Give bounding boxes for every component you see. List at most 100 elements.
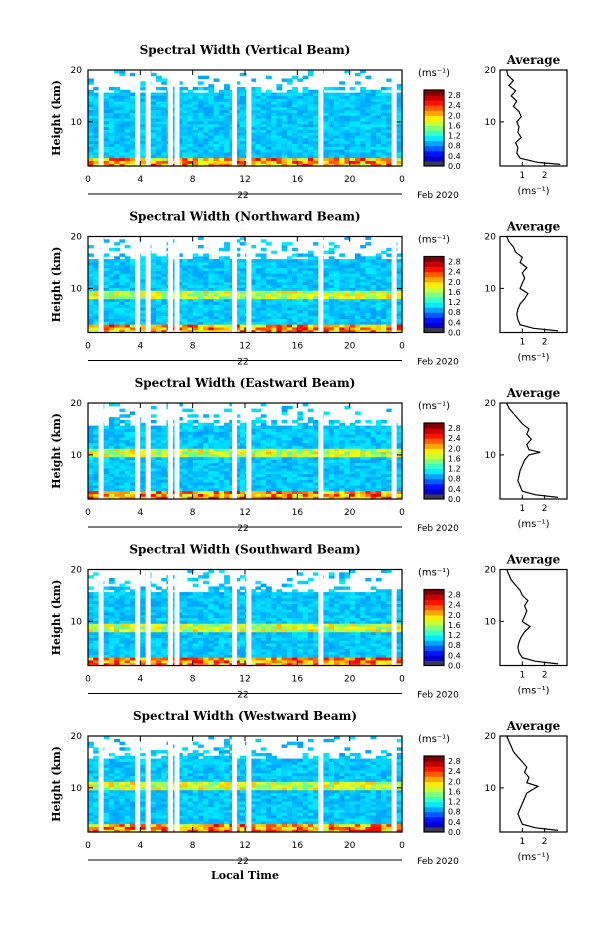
heatmap-cell	[313, 123, 319, 128]
panel: Spectral Width (Eastward Beam)1020Height…	[50, 376, 568, 534]
heatmap-cell	[396, 109, 403, 113]
heatmap-cell	[260, 259, 267, 263]
heatmap-cell	[93, 326, 100, 331]
heatmap-cell	[276, 129, 283, 133]
heatmap-cell	[187, 434, 194, 438]
heatmap-cell	[271, 115, 277, 119]
heatmap-cell	[129, 431, 136, 435]
heatmap-cell	[250, 146, 257, 150]
heatmap-cell	[386, 290, 393, 294]
heatmap-cell	[255, 101, 262, 105]
heatmap-cell	[150, 312, 157, 317]
heatmap-cell	[250, 132, 257, 136]
heatmap-cell	[375, 149, 382, 153]
heatmap-cell	[349, 298, 356, 303]
heatmap-cell	[281, 315, 288, 319]
heatmap-cell	[124, 157, 131, 161]
heatmap-cell	[292, 439, 298, 444]
heatmap-cell	[344, 115, 351, 119]
heatmap-cell	[239, 484, 246, 489]
heatmap-cell	[375, 151, 382, 156]
heatmap-cell	[292, 154, 298, 159]
heatmap-cell	[281, 326, 288, 331]
heatmap-cell	[323, 442, 330, 446]
heatmap-cell	[302, 129, 309, 133]
heatmap-cell	[313, 267, 319, 271]
heatmap-cell	[286, 256, 293, 260]
heatmap-cell	[187, 284, 194, 288]
heatmap-cell	[150, 487, 157, 492]
heatmap-cell	[354, 81, 361, 85]
heatmap-cell	[129, 106, 136, 111]
heatmap-cell	[302, 160, 309, 164]
heatmap-cell	[381, 118, 387, 122]
heatmap-cell	[108, 490, 115, 494]
heatmap-cell	[119, 329, 126, 334]
heatmap-cell	[286, 140, 293, 145]
heatmap-cell	[255, 112, 262, 116]
heatmap-cell	[239, 326, 246, 331]
heatmap-cell	[286, 324, 293, 328]
heatmap-cell	[323, 428, 330, 432]
heatmap-cell	[381, 304, 387, 308]
heatmap-cell	[224, 151, 230, 156]
heatmap-cell	[108, 321, 115, 325]
heatmap-cell	[187, 101, 194, 105]
heatmap-cell	[365, 278, 372, 283]
heatmap-cell	[103, 261, 110, 266]
heatmap-cell	[381, 496, 387, 500]
heatmap-cell	[129, 467, 136, 472]
heatmap-cell	[297, 493, 304, 497]
heatmap-cell	[218, 126, 225, 130]
colorbar-step	[424, 312, 444, 318]
heatmap-cell	[370, 134, 377, 139]
heatmap-cell	[114, 425, 120, 430]
heatmap-cell	[176, 451, 183, 455]
heatmap-cell	[114, 484, 120, 489]
heatmap-cell	[255, 431, 262, 435]
heatmap-cell	[344, 270, 351, 274]
heatmap-cell	[302, 428, 309, 432]
heatmap-cell	[224, 493, 230, 497]
heatmap-cell	[250, 307, 257, 311]
heatmap-cell	[265, 315, 272, 319]
heatmap-cell	[129, 465, 136, 469]
heatmap-cell	[192, 326, 199, 331]
panel-title: Spectral Width (Eastward Beam)	[135, 376, 356, 390]
colorbar-step	[424, 160, 444, 167]
heatmap-cell	[234, 98, 241, 102]
x-tick-label: 0	[85, 175, 91, 185]
heatmap-cell	[307, 151, 314, 156]
heatmap-cell	[307, 431, 314, 435]
heatmap-cell	[260, 270, 267, 274]
heatmap-cell	[255, 448, 262, 452]
heatmap-cell	[156, 287, 162, 291]
heatmap-cell	[224, 84, 230, 88]
colorbar-step	[424, 135, 444, 142]
heatmap-cell	[88, 287, 94, 291]
heatmap-cell	[182, 157, 189, 161]
heatmap-cell	[255, 456, 262, 461]
heatmap-cell	[103, 307, 110, 311]
heatmap-cell	[239, 329, 246, 334]
heatmap-cell	[276, 109, 283, 113]
heatmap-cell	[271, 118, 277, 122]
heatmap-cell	[365, 267, 372, 271]
heatmap-cell	[297, 92, 304, 97]
heatmap-cell	[203, 301, 209, 305]
heatmap-cell	[307, 253, 314, 257]
heatmap-cell	[197, 276, 204, 280]
heatmap-cell	[119, 496, 126, 500]
heatmap-cell	[344, 109, 351, 113]
heatmap-cell	[365, 456, 372, 461]
heatmap-cell	[192, 476, 199, 480]
heatmap-cell	[103, 465, 110, 469]
heatmap-cell	[239, 154, 246, 159]
heatmap-cell	[213, 442, 220, 446]
heatmap-cell	[386, 261, 393, 266]
heatmap-cell	[114, 445, 120, 449]
heatmap-cell	[103, 115, 110, 119]
heatmap-cell	[302, 324, 309, 328]
heatmap-cell	[88, 261, 94, 266]
heatmap-cell	[292, 95, 298, 99]
